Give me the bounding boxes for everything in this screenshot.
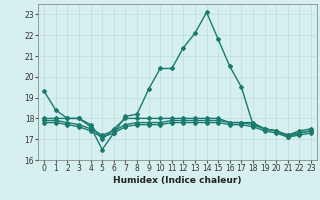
X-axis label: Humidex (Indice chaleur): Humidex (Indice chaleur) (113, 176, 242, 185)
